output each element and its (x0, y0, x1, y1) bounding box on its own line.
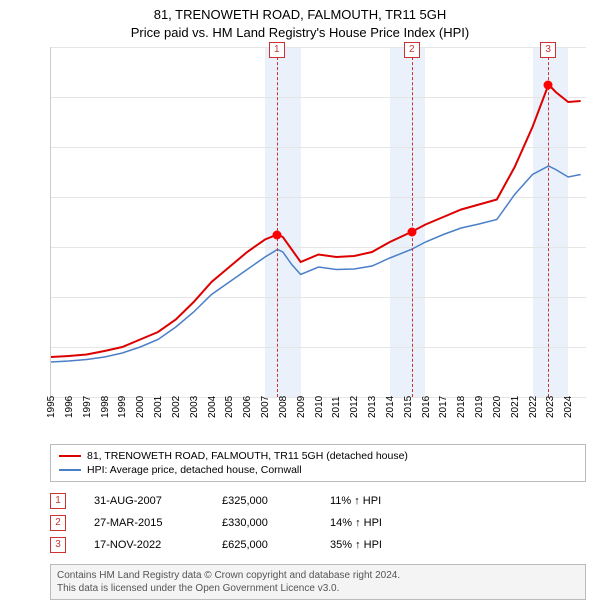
license-line2: This data is licensed under the Open Gov… (57, 582, 579, 595)
title-line2: Price paid vs. HM Land Registry's House … (10, 24, 590, 42)
legend-label: HPI: Average price, detached house, Corn… (87, 464, 302, 476)
event-price: £330,000 (222, 517, 302, 529)
event-badge: 2 (50, 515, 66, 531)
event-badge: 1 (50, 493, 66, 509)
title-line1: 81, TRENOWETH ROAD, FALMOUTH, TR11 5GH (10, 6, 590, 24)
event-delta: 14% ↑ HPI (330, 517, 382, 529)
event-date: 17-NOV-2022 (94, 539, 194, 551)
event-date: 31-AUG-2007 (94, 495, 194, 507)
legend-swatch (59, 455, 81, 457)
event-row: 1 31-AUG-2007 £325,000 11% ↑ HPI (50, 490, 586, 512)
chart-title: 81, TRENOWETH ROAD, FALMOUTH, TR11 5GH P… (0, 0, 600, 43)
chart-svg (51, 47, 586, 397)
event-badge: 3 (50, 537, 66, 553)
event-price: £625,000 (222, 539, 302, 551)
chart-plot-area: 123 (50, 47, 586, 398)
event-delta: 35% ↑ HPI (330, 539, 382, 551)
license-box: Contains HM Land Registry data © Crown c… (50, 564, 586, 600)
event-row: 3 17-NOV-2022 £625,000 35% ↑ HPI (50, 534, 586, 556)
event-date: 27-MAR-2015 (94, 517, 194, 529)
legend-item: 81, TRENOWETH ROAD, FALMOUTH, TR11 5GH (… (59, 449, 577, 463)
legend-item: HPI: Average price, detached house, Corn… (59, 463, 577, 477)
license-line1: Contains HM Land Registry data © Crown c… (57, 569, 579, 582)
event-list: 1 31-AUG-2007 £325,000 11% ↑ HPI 2 27-MA… (50, 490, 586, 556)
legend: 81, TRENOWETH ROAD, FALMOUTH, TR11 5GH (… (50, 444, 586, 482)
event-price: £325,000 (222, 495, 302, 507)
legend-label: 81, TRENOWETH ROAD, FALMOUTH, TR11 5GH (… (87, 450, 408, 462)
event-delta: 11% ↑ HPI (330, 495, 381, 507)
x-axis: 1995199619971998199920002001200220032004… (50, 400, 586, 436)
legend-swatch (59, 469, 81, 471)
event-row: 2 27-MAR-2015 £330,000 14% ↑ HPI (50, 512, 586, 534)
